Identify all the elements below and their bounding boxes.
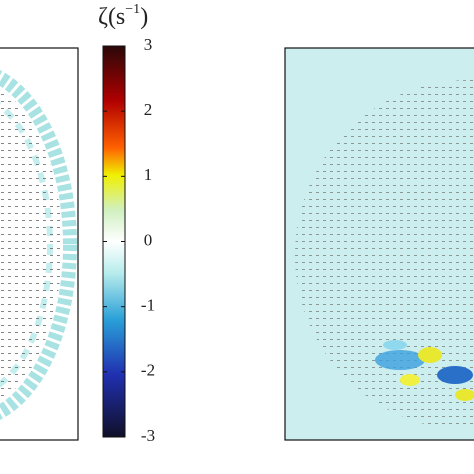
- right-frame: [284, 47, 474, 441]
- tick-label: 3: [144, 35, 153, 54]
- label-close: ): [140, 4, 148, 30]
- tick-label: -2: [141, 361, 155, 380]
- tick-label: -3: [141, 426, 155, 445]
- label-exponent: −1: [125, 2, 140, 17]
- label-symbol: ζ(s: [98, 4, 125, 30]
- tick-label: -1: [141, 296, 155, 315]
- tick-label: 1: [144, 165, 153, 184]
- tick-label: 2: [144, 100, 153, 119]
- colorbar-label: ζ(s−1): [98, 2, 148, 29]
- right-panel: [285, 48, 474, 440]
- tick-label: 0: [144, 230, 153, 249]
- left-frame: [0, 47, 79, 441]
- left-panel: [0, 48, 78, 440]
